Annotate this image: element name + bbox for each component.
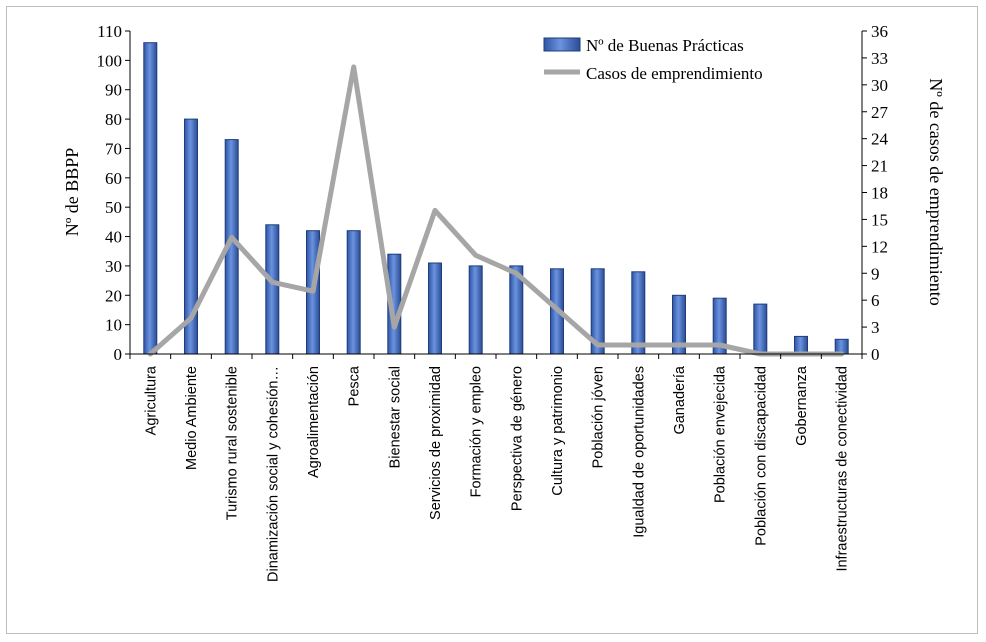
y2-tick-label-2: 6	[871, 291, 880, 310]
x-category-label-14: Población envejecida	[713, 365, 729, 503]
x-category-label-12: Igualdad de oportunidades	[631, 366, 647, 538]
x-category-label-16: Gobernanza	[794, 365, 810, 446]
y-tick-label-9: 90	[105, 81, 122, 100]
y-tick-label-4: 40	[105, 228, 122, 247]
y2-tick-label-11: 33	[871, 49, 888, 68]
bars-layer	[143, 42, 849, 355]
legend-bar-swatch	[543, 37, 581, 52]
y2-tick-label-5: 15	[871, 210, 888, 229]
y-tick-label-0: 0	[114, 345, 123, 364]
y2-tick-label-7: 21	[871, 157, 888, 176]
x-category-label-0: Agricultura	[143, 365, 159, 435]
bar-7	[428, 262, 442, 355]
x-category-label-5: Pesca	[347, 365, 363, 406]
x-category-label-3: Dinamización social y cohesión…	[265, 366, 281, 582]
x-category-label-4: Agroalimentación	[306, 366, 322, 478]
x-category-label-9: Perspectiva de género	[509, 366, 525, 511]
bar-8	[468, 265, 483, 355]
bar-3	[265, 224, 280, 355]
y-tick-label-3: 30	[105, 257, 122, 276]
x-category-label-2: Turismo rural sostenible	[225, 366, 241, 520]
legend-bar-label: Nº de Buenas Prácticas	[586, 36, 744, 55]
emprendimiento-line	[147, 64, 845, 357]
bar-0	[143, 42, 158, 355]
y-tick-label-7: 70	[105, 139, 122, 158]
x-category-label-13: Ganadería	[672, 365, 688, 434]
y2-tick-label-3: 9	[871, 264, 880, 283]
y2-tick-label-10: 30	[871, 76, 888, 95]
legend: Nº de Buenas Prácticas Casos de emprendi…	[543, 36, 763, 83]
bar-12	[631, 271, 646, 355]
y-tick-label-11: 110	[97, 22, 122, 41]
x-category-label-11: Población jóven	[591, 366, 607, 468]
axes-layer: 0102030405060708090100110036912151821242…	[97, 22, 889, 582]
y2-tick-label-0: 0	[871, 345, 880, 364]
x-category-label-10: Cultura y patrimonio	[550, 366, 566, 496]
legend-line-label: Casos de emprendimiento	[586, 64, 763, 83]
x-category-label-17: Infraestructuras de conectividad	[835, 366, 851, 572]
x-category-label-1: Medio Ambiente	[184, 366, 200, 470]
y-tick-label-6: 60	[105, 169, 122, 188]
y-tick-label-10: 100	[97, 51, 123, 70]
figure-frame	[6, 6, 978, 634]
y2-tick-label-9: 27	[871, 103, 889, 122]
bar-15	[753, 303, 768, 355]
x-category-label-7: Servicios de proximidad	[428, 366, 444, 520]
y-tick-label-8: 80	[105, 110, 122, 129]
x-category-label-6: Bienestar social	[387, 366, 403, 468]
y2-tick-label-6: 18	[871, 184, 888, 203]
bar-16	[794, 335, 808, 355]
y-tick-label-5: 50	[105, 198, 122, 217]
x-category-label-8: Formación y empleo	[469, 366, 485, 497]
y2-tick-label-12: 36	[871, 22, 888, 41]
y2-tick-label-8: 24	[871, 130, 889, 149]
y2-tick-label-4: 12	[871, 237, 888, 256]
bar-5	[346, 230, 361, 355]
line-layer	[147, 64, 845, 357]
y-tick-label-1: 10	[105, 316, 122, 335]
y-tick-label-2: 20	[105, 286, 122, 305]
y2-tick-label-1: 3	[871, 318, 880, 337]
x-category-label-15: Población con discapacidad	[753, 366, 769, 546]
y2-axis-title: Nº de casos de emprendimiento	[926, 78, 946, 306]
y-axis-title: Nº de BBPP	[62, 148, 82, 237]
